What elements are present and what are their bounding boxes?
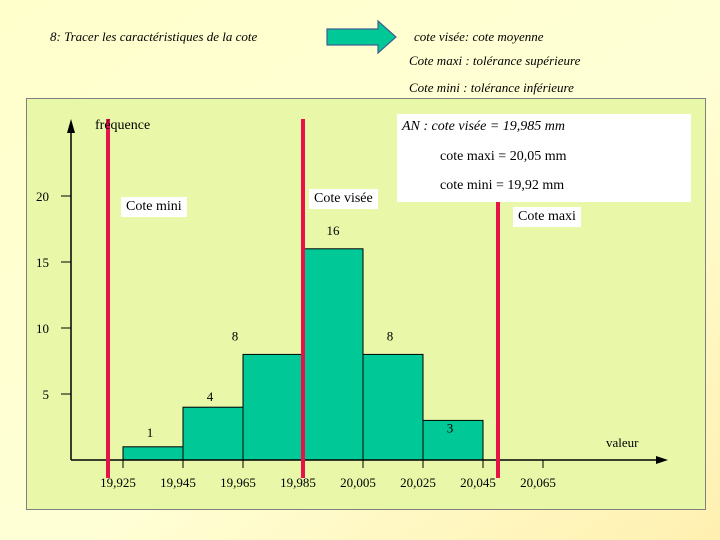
y-axis-arrow-icon [67, 119, 75, 133]
y-axis-label: fréquence [95, 118, 151, 133]
y-tick-label: 20 [36, 189, 49, 204]
histogram-bar [302, 248, 364, 461]
histogram-chart: 1 4 8 16 8 3 5 10 15 20 19,925 19,945 19,965 19,985 20… [36, 119, 668, 490]
x-tick-label: 20,045 [460, 475, 496, 490]
x-tick-label: 19,965 [220, 475, 256, 490]
annotation-line-cote-mini: cote mini = 19,92 mm [440, 178, 565, 193]
definition-cote-maxi: Cote maxi : tolérance supérieure [409, 53, 581, 68]
slide-title: 8: Tracer les caractéristiques de la cot… [50, 29, 258, 44]
y-tick-label: 5 [43, 387, 50, 402]
x-axis-label: valeur [606, 435, 639, 450]
cote-maxi-label: Cote maxi [513, 207, 581, 227]
definition-cote-mini: Cote mini : tolérance inférieure [409, 80, 574, 95]
y-tick-label: 10 [36, 321, 49, 336]
bar-value-label: 1 [147, 425, 154, 440]
x-tick-label: 20,025 [400, 475, 436, 490]
bar-value-label: 4 [207, 389, 214, 404]
histogram-bar [242, 353, 304, 461]
bar-value-label: 8 [387, 328, 394, 343]
histogram-bar [122, 446, 184, 461]
cote-mini-label: Cote mini [121, 197, 187, 217]
x-tick-label: 20,065 [520, 475, 556, 490]
annotation-line-cote-maxi: cote maxi = 20,05 mm [440, 149, 567, 164]
y-tick-label: 15 [36, 255, 49, 270]
bar-value-label: 16 [327, 223, 341, 238]
x-tick-label: 19,925 [100, 475, 136, 490]
x-tick-label: 20,005 [340, 475, 376, 490]
annotation-box: AN : cote visée = 19,985 mm cote maxi = … [397, 114, 691, 202]
annotation-line-cote-visee: AN : cote visée = 19,985 mm [402, 119, 566, 134]
chart-panel: 1 4 8 16 8 3 5 10 15 20 19,925 19,945 19,965 19,985 20… [26, 98, 706, 510]
bar-value-label: 8 [232, 328, 239, 343]
definition-cote-visee: cote visée: cote moyenne [414, 29, 544, 44]
x-tick-label: 19,985 [280, 475, 316, 490]
x-axis-arrow-icon [656, 456, 668, 464]
x-tick-label: 19,945 [160, 475, 196, 490]
histogram-bar [182, 406, 244, 461]
cote-visee-label: Cote visée [309, 189, 378, 209]
histogram-bar [362, 353, 424, 461]
bar-value-label: 3 [447, 420, 454, 435]
